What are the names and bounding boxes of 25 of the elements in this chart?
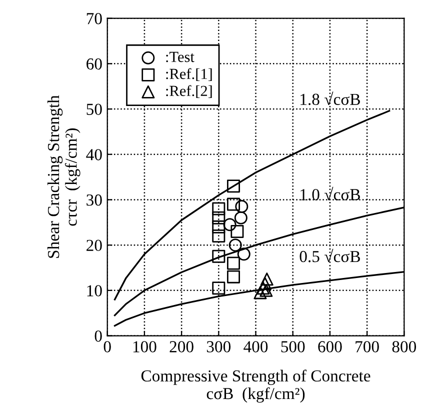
annotation: 1.0 √cσB (300, 186, 360, 200)
x-tick-label: 600 (318, 341, 342, 352)
annotation: 1.8 √cσB (300, 92, 360, 106)
y-tick-label: 60 (86, 58, 102, 70)
legend-label: :Ref.[2] (166, 85, 212, 98)
y-tick-label: 20 (86, 240, 102, 252)
annotation: 0.5 √cσB (300, 248, 360, 262)
x-tick-label: 700 (356, 341, 379, 352)
y-tick-label: 30 (86, 194, 102, 206)
x-tick-label: 500 (281, 341, 305, 352)
legend-label: :Ref.[1] (166, 68, 212, 81)
y-tick-label: 70 (86, 13, 102, 24)
x-tick-label: 300 (206, 341, 231, 352)
x-tick-label: 200 (170, 341, 194, 352)
x-axis-title: Compressive Strength of Concrete cσB (kgf/cm²) (141, 370, 370, 403)
x-tick-label: 800 (392, 341, 416, 352)
y-tick-label: 10 (87, 285, 102, 296)
x-tick-label: 100 (133, 341, 156, 352)
legend-label: :Test (166, 52, 194, 62)
x-tick-label: 0 (104, 341, 111, 352)
y-tick-label: 0 (94, 330, 102, 342)
x-tick-label: 400 (244, 341, 268, 352)
y-axis-title: Shear Cracking Strength cτcr (kgf/cm²) (47, 95, 80, 258)
y-tick-label: 50 (86, 104, 102, 115)
y-tick-label: 40 (86, 149, 102, 160)
